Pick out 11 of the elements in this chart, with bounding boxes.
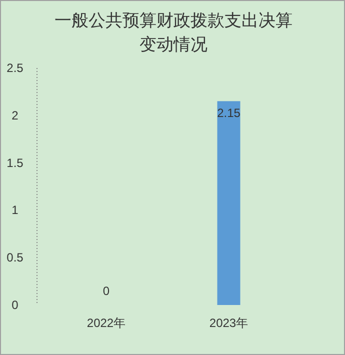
data-label: 0 [102,284,110,298]
y-tick-label: 2 [12,108,19,122]
y-tick-label: 0 [12,298,19,312]
y-tick-label: 1 [12,203,19,218]
x-tick-label: 2022年 [86,316,126,330]
y-tick-label: 1.5 [6,156,24,170]
data-label: 2.15 [217,106,241,120]
y-tick-label: 2.5 [6,61,24,75]
x-tick-label: 2023年 [209,316,248,330]
chart-title: 一般公共预算财政拨款支出决算变动情况 [54,10,294,56]
y-tick-label: 0.5 [6,250,24,265]
